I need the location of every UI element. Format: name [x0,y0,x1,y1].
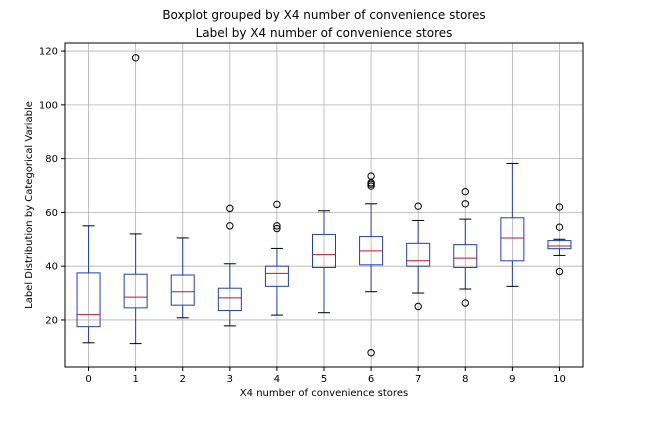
x-tick-label: 4 [274,374,280,385]
grid [65,43,583,367]
outlier-point [461,187,469,196]
x-tick-label: 3 [227,374,233,385]
outlier-point [131,54,140,62]
box-iqr [453,244,478,269]
box-iqr [217,287,242,312]
x-tick-label: 10 [553,374,566,385]
axes: 20 40 60 80 100 120 0 1 2 3 4 5 6 7 8 9 10 [39,42,584,385]
box-group-2 [170,237,195,319]
outlier-point [461,200,469,208]
outlier-point [414,202,422,210]
x-axis-label: X4 number of convenience stores [240,388,408,399]
y-axis-label: Label Distribution by Categorical Variab… [24,101,35,309]
box-group-4 [264,200,289,316]
box-iqr [123,273,148,309]
outlier-point [367,180,375,188]
outlier-point [273,200,281,209]
outlier-point [555,267,564,276]
box-group-0 [76,225,101,344]
box-iqr [406,242,431,267]
box-iqr [312,233,336,269]
y-tick-label: 60 [45,208,58,219]
box-group-1 [123,54,148,345]
y-tick-label: 120 [39,47,58,58]
x-tick-label: 2 [180,374,186,385]
boxes [76,54,572,357]
box-group-10 [547,203,572,276]
y-tick-label: 20 [45,315,58,326]
outlier-point [226,204,234,213]
x-tick-label: 0 [85,374,91,385]
y-tick-label: 40 [45,262,58,273]
x-tick-label: 9 [509,374,515,385]
outlier-point [273,222,281,230]
x-tick-label: 6 [368,374,374,385]
outlier-point [273,224,281,233]
x-tick-label: 7 [415,374,421,385]
outlier-point [461,299,469,307]
x-tick-label: 8 [462,374,468,385]
box-group-8 [453,187,478,307]
x-tick-label: 1 [132,374,138,385]
outlier-point [367,182,375,190]
box-iqr [170,274,195,306]
box-group-9 [500,162,525,287]
chart-title: Label by X4 number of convenience stores [196,26,453,40]
chart-suptitle: Boxplot grouped by X4 number of convenie… [162,8,485,22]
outlier-point [226,222,234,230]
box-group-3 [217,204,242,327]
y-tick-label: 100 [39,100,58,111]
y-tick-label: 80 [45,154,58,165]
outlier-point [367,349,375,357]
box-iqr [500,217,525,262]
box-iqr [264,265,289,287]
box-iqr [547,240,572,250]
outlier-point [555,203,564,211]
outlier-point [555,223,564,231]
box-group-5 [312,210,336,314]
outlier-point [414,302,422,311]
box-group-6 [359,172,384,357]
box-group-7 [406,202,431,311]
x-tick-label: 5 [321,374,327,385]
box-iqr [76,272,101,328]
